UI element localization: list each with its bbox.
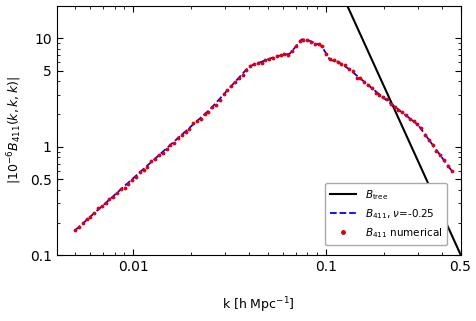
Y-axis label: $|10^{-6}B_{411}(k,k,k)|$: $|10^{-6}B_{411}(k,k,k)|$ bbox=[6, 76, 24, 184]
X-axis label: k [h Mpc$^{-1}$]: k [h Mpc$^{-1}$] bbox=[222, 296, 294, 316]
Legend: $B_\mathrm{tree}$, $B_{411}$, $\nu$=-0.25, $B_{411}$ numerical: $B_\mathrm{tree}$, $B_{411}$, $\nu$=-0.2… bbox=[324, 183, 446, 245]
